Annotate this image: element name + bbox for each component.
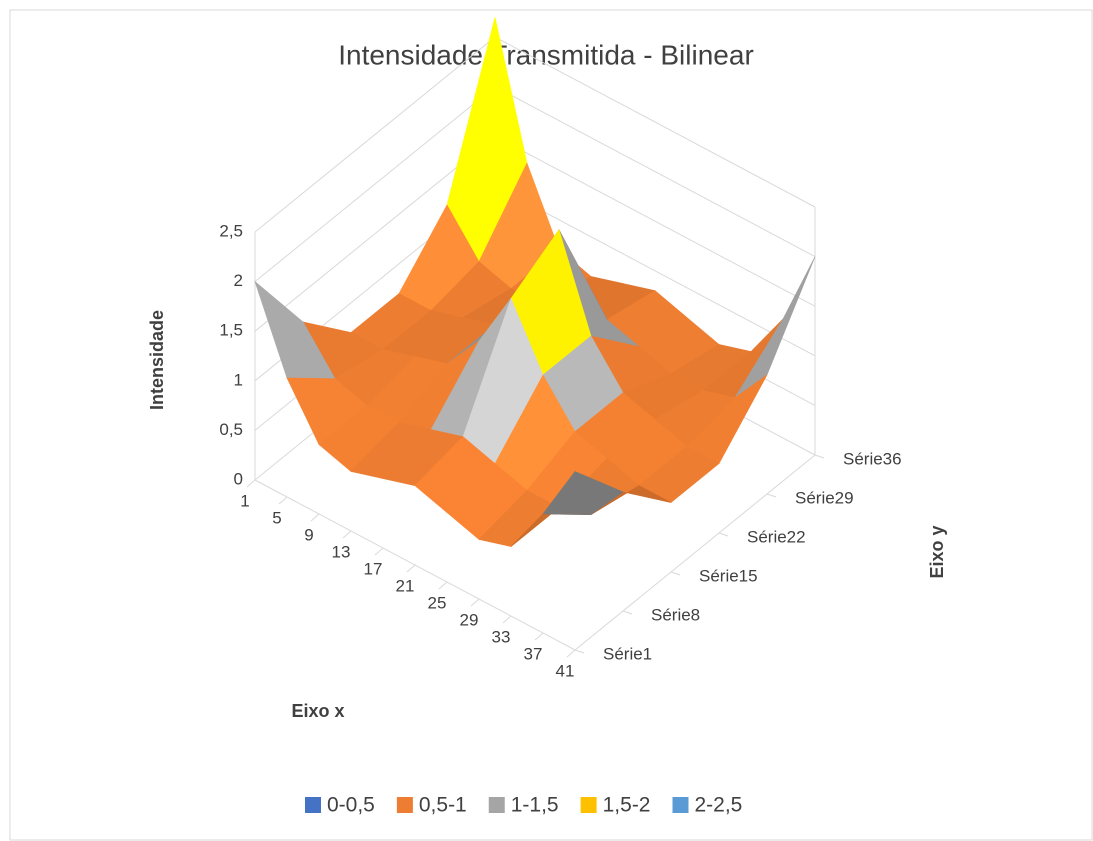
- x-tick: [438, 581, 448, 590]
- y-axis-title: Eixo y: [927, 525, 947, 578]
- x-tick-label: 37: [524, 644, 543, 663]
- z-tick-label: 1,5: [219, 321, 243, 340]
- y-tick: [766, 493, 777, 498]
- surface-cell: [542, 471, 624, 515]
- x-tick-label: 33: [492, 627, 511, 646]
- legend-label: 1,5-2: [603, 794, 651, 817]
- y-tick-label: Série15: [699, 566, 758, 585]
- x-tick: [470, 598, 480, 607]
- legend-label: 2-2,5: [695, 794, 743, 817]
- x-tick-label: 41: [556, 661, 575, 680]
- x-tick-label: 21: [396, 576, 415, 595]
- z-axis-title: Intensidade: [147, 310, 167, 410]
- legend-label: 0-0,5: [327, 794, 375, 817]
- x-tick: [278, 496, 288, 505]
- x-tick: [310, 513, 320, 522]
- z-tick-label: 0: [234, 469, 243, 488]
- y-tick: [670, 571, 681, 576]
- z-tick-label: 1: [234, 370, 243, 389]
- legend-swatch: [396, 797, 413, 813]
- y-tick: [622, 610, 633, 615]
- y-tick-label: Série1: [603, 644, 652, 663]
- x-tick: [534, 632, 544, 641]
- y-tick: [574, 649, 585, 654]
- legend-label: 0,5-1: [419, 794, 467, 817]
- x-tick: [246, 479, 256, 488]
- y-tick: [718, 532, 729, 537]
- x-tick-label: 5: [272, 508, 281, 527]
- legend-label: 1-1,5: [511, 794, 559, 817]
- z-tick-label: 0,5: [219, 420, 243, 439]
- x-tick: [406, 564, 416, 573]
- y-tick-label: Série8: [651, 605, 700, 624]
- x-tick: [502, 615, 512, 624]
- x-tick-label: 29: [460, 610, 479, 629]
- x-tick-label: 25: [428, 593, 447, 612]
- x-axis-title: Eixo x: [291, 701, 344, 721]
- z-tick-label: 2: [234, 271, 243, 290]
- y-tick-label: Série29: [795, 488, 854, 507]
- y-tick-label: Série22: [747, 527, 806, 546]
- y-tick: [814, 454, 825, 459]
- x-tick: [566, 649, 576, 658]
- chart-title: Intensidade Transmitida - Bilinear: [338, 39, 754, 70]
- y-tick-label: Série36: [843, 449, 902, 468]
- legend-swatch: [580, 797, 597, 813]
- z-tick-label: 2,5: [219, 221, 243, 240]
- x-tick-label: 9: [304, 525, 313, 544]
- x-tick-label: 1: [240, 491, 249, 510]
- legend-swatch: [305, 797, 321, 813]
- x-tick-label: 17: [364, 559, 383, 578]
- x-tick-label: 13: [332, 542, 351, 561]
- legend-swatch: [672, 797, 689, 813]
- x-tick: [342, 530, 352, 539]
- legend-swatch: [488, 797, 505, 813]
- x-tick: [374, 547, 384, 556]
